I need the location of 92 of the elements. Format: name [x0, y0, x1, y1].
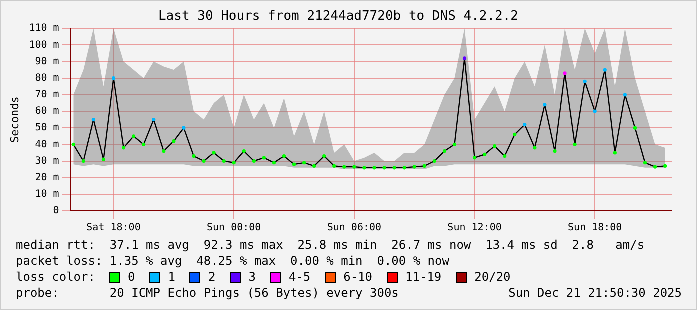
y-tick-label: 80 m: [35, 72, 60, 84]
point: [503, 154, 507, 158]
point: [643, 161, 648, 165]
point: [242, 150, 246, 154]
point: [653, 165, 658, 169]
chart-title: Last 30 Hours from 21244ad7720b to DNS 4.2.2.2: [158, 9, 519, 24]
point: [583, 80, 587, 84]
point: [422, 164, 426, 168]
point: [372, 166, 376, 170]
point: [462, 56, 467, 60]
legend-label: 6-10: [344, 269, 373, 285]
y-tick-label: 110 m: [29, 23, 60, 34]
point: [82, 159, 86, 164]
legend-label: 3: [248, 269, 256, 285]
point: [664, 164, 668, 168]
point: [302, 161, 306, 165]
point: [112, 76, 116, 80]
point: [472, 156, 477, 160]
point: [402, 166, 406, 170]
point: [382, 166, 386, 170]
point: [593, 110, 597, 114]
point: [352, 165, 356, 169]
y-axis-title: Seconds: [8, 96, 22, 143]
point: [102, 158, 106, 162]
legend-label: 2: [208, 269, 216, 285]
point: [392, 166, 396, 170]
point: [613, 151, 617, 155]
point: [182, 126, 186, 130]
point: [92, 118, 96, 122]
point: [202, 159, 206, 164]
y-tick-label: 30 m: [35, 156, 60, 167]
point: [322, 154, 326, 158]
point: [292, 162, 296, 166]
text: probe: 20 ICMP Echo Pings (56 Bytes) every 300s: [16, 285, 399, 301]
point: [252, 159, 256, 164]
y-tick-label: 70 m: [35, 90, 60, 101]
x-tick-label: Sun 12:00: [448, 222, 502, 234]
point: [122, 146, 126, 150]
y-tick-label: 60 m: [35, 106, 60, 118]
point: [573, 142, 577, 146]
text: packet loss: 1.35 % avg 48.25 % max 0.00 % min 0.00 % now: [16, 253, 450, 269]
x-tick-label: Sun 00:00: [207, 222, 262, 234]
point: [633, 126, 638, 130]
point: [342, 165, 346, 169]
point: [483, 152, 487, 156]
legend-label: 1: [168, 269, 176, 285]
point: [282, 154, 286, 158]
point: [332, 164, 336, 168]
legend-label: 11-19: [406, 269, 442, 285]
point: [192, 154, 196, 158]
legend-label: 0: [128, 269, 136, 285]
y-tick-label: 90 m: [35, 56, 60, 68]
point: [452, 142, 457, 146]
legend-label: 20/20: [474, 269, 511, 285]
point: [523, 122, 527, 127]
point: [162, 150, 166, 154]
y-tick-label: 20 m: [35, 172, 60, 184]
y-tick-label: 50 m: [35, 122, 60, 134]
point: [623, 93, 627, 97]
point: [212, 151, 216, 155]
text: median rtt: 37.1 ms avg 92.3 ms max 25.8 ms min 26.7 ms now 13.4 ms sd 2.8 am/s: [16, 237, 646, 253]
point: [312, 164, 316, 168]
point: [543, 103, 547, 107]
point: [262, 156, 266, 160]
point: [232, 161, 236, 165]
y-tick-label: 40 m: [35, 139, 60, 150]
point: [142, 142, 146, 146]
y-tick-label: 0: [53, 206, 60, 217]
point: [493, 144, 497, 148]
point: [362, 166, 366, 170]
point: [132, 134, 136, 138]
point: [412, 165, 416, 169]
y-tick-label: 100 m: [29, 40, 60, 51]
point: [603, 68, 607, 72]
point: [533, 146, 537, 150]
legend-label: 4-5: [288, 269, 311, 285]
point: [553, 150, 557, 154]
y-tick-label: 10 m: [35, 189, 60, 200]
point: [442, 150, 446, 154]
point: [272, 161, 276, 165]
legend-title: loss color:: [16, 269, 96, 285]
x-tick-label: Sat 18:00: [86, 222, 141, 234]
point: [563, 72, 567, 76]
x-tick-label: Sun 06:00: [327, 222, 382, 234]
point: [432, 159, 436, 164]
point: [172, 140, 176, 144]
point: [152, 118, 156, 122]
x-tick-label: Sun 18:00: [568, 222, 622, 234]
point: [222, 159, 226, 164]
point: [72, 142, 76, 146]
text: Sun Dec 21 21:50:30 2025: [508, 285, 682, 301]
point: [513, 132, 517, 137]
